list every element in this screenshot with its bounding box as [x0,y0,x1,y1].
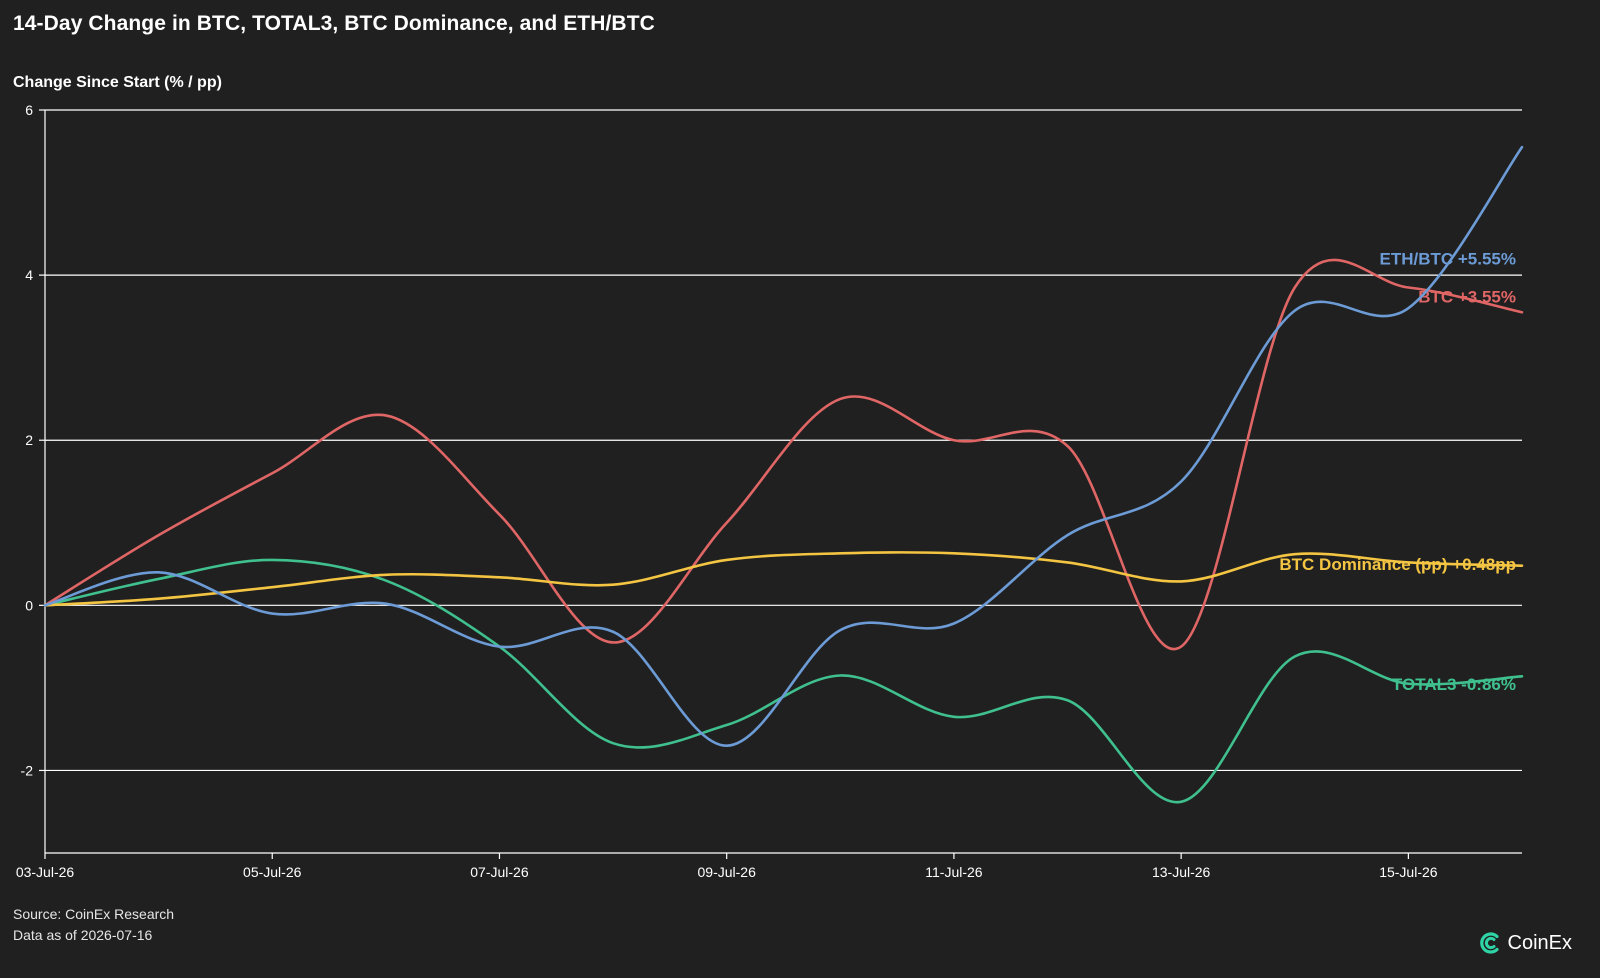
y-tick-label: 0 [25,597,33,613]
series-end-label-btc-dominance-pp: BTC Dominance (pp) +0.48pp [1279,555,1516,574]
series-line-eth-btc [43,145,1524,747]
series-line-total3 [43,558,1524,804]
series-end-label-total3: TOTAL3 -0:86% [1392,675,1516,694]
x-tick-label: 03-Jul-26 [16,864,75,880]
y-tick-label: 4 [25,267,33,283]
x-tick-label: 07-Jul-26 [470,864,529,880]
coinex-logo: CoinEx [1478,930,1572,956]
y-tick-label: 6 [25,102,33,118]
series-line-btc [43,258,1524,651]
source-note: Source: CoinEx Research [13,906,175,922]
y-axis-label: Change Since Start (% / pp) [13,74,222,91]
logo-text: CoinEx [1507,931,1572,954]
x-tick-label: 09-Jul-26 [698,864,757,880]
coinex-logo-icon [1479,932,1499,954]
y-tick-label: -2 [21,762,34,778]
x-tick-label: 15-Jul-26 [1379,864,1438,880]
series-line-btc-dominance-pp [43,551,1524,607]
y-tick-label: 2 [25,432,33,448]
x-tick-label: 11-Jul-26 [925,864,983,880]
data-date-note: Data as of 2026-07-16 [13,927,153,943]
x-tick-label: 05-Jul-26 [243,864,302,880]
chart-title: 14-Day Change in BTC, TOTAL3, BTC Domina… [13,12,655,35]
x-tick-label: 13-Jul-26 [1152,864,1211,880]
series-end-label-eth-btc: ETH/BTC +5.55% [1379,250,1516,269]
series-end-label-btc: BTC +3.55% [1418,288,1516,307]
